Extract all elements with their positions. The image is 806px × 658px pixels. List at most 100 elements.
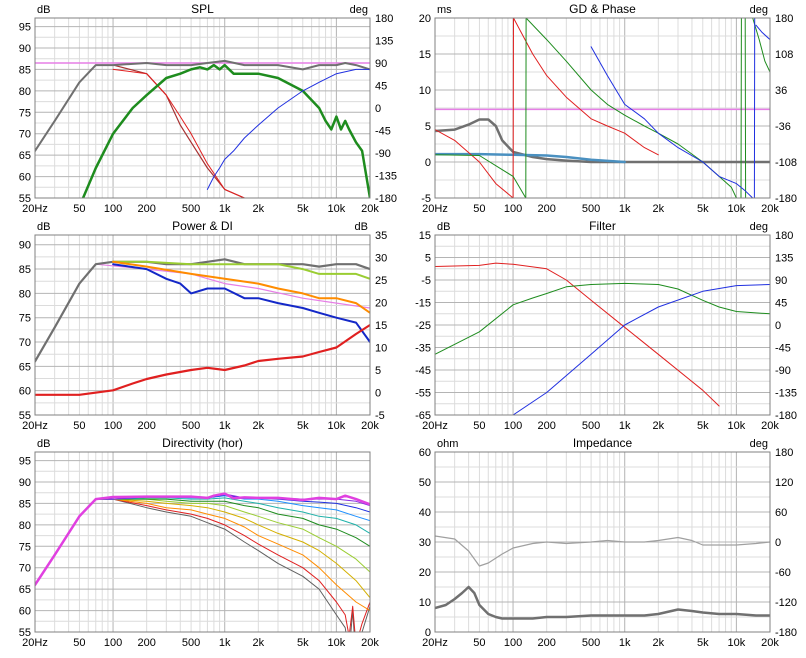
y2-tick-label: 30 [375, 253, 387, 265]
chart-directivity: Directivity (hor)dB95908580757065605520H… [19, 436, 380, 653]
x-tick-label: 5k [697, 420, 709, 432]
y-tick-label: -15 [415, 298, 431, 310]
series-line [35, 325, 370, 395]
y-tick-label: 0 [425, 157, 431, 169]
y-tick-label: 80 [19, 86, 31, 98]
y-tick-label: 10 [419, 597, 431, 609]
y-tick-label: 75 [19, 541, 31, 553]
x-tick-label: 20Hz [22, 203, 48, 215]
y-tick-label: 90 [19, 477, 31, 489]
y-tick-label: 80 [19, 288, 31, 300]
y-tick-label: -35 [415, 343, 431, 355]
y-tick-label: 75 [19, 107, 31, 119]
y-tick-label: 30 [419, 537, 431, 549]
chart-title: Directivity (hor) [162, 436, 243, 450]
chart-title: Filter [589, 219, 616, 233]
y-tick-label: 65 [19, 150, 31, 162]
x-tick-label: 10k [728, 420, 746, 432]
x-tick-label: 10k [328, 420, 346, 432]
x-tick-label: 5k [297, 637, 309, 649]
right-unit-label: deg [750, 221, 768, 233]
x-tick-label: 50 [73, 637, 85, 649]
y-tick-label: 60 [19, 386, 31, 398]
x-tick-label: 5k [297, 420, 309, 432]
y2-tick-label: 0 [775, 537, 781, 549]
x-tick-label: 500 [182, 637, 200, 649]
y2-tick-label: -108 [775, 157, 797, 169]
left-unit-label: dB [37, 4, 50, 16]
y-tick-label: 70 [19, 337, 31, 349]
x-tick-label: 50 [473, 420, 485, 432]
y2-tick-label: 45 [375, 81, 387, 93]
x-tick-label: 50 [473, 637, 485, 649]
chart-title: Impedance [573, 436, 633, 450]
x-tick-label: 1k [619, 203, 631, 215]
y2-tick-label: -36 [775, 121, 791, 133]
x-tick-label: 10k [728, 203, 746, 215]
y2-tick-label: 0 [375, 103, 381, 115]
x-tick-label: 100 [104, 637, 122, 649]
x-tick-label: 500 [582, 420, 600, 432]
y-tick-label: 10 [419, 85, 431, 97]
series-line [435, 263, 719, 406]
y-tick-label: 5 [425, 121, 431, 133]
x-tick-label: 100 [504, 637, 522, 649]
y2-tick-label: 10 [375, 343, 387, 355]
x-tick-label: 20k [361, 637, 379, 649]
y2-tick-label: 15 [375, 320, 387, 332]
y-tick-label: 50 [419, 477, 431, 489]
x-tick-label: 200 [537, 637, 555, 649]
x-tick-label: 2k [653, 203, 665, 215]
x-tick-label: 200 [137, 203, 155, 215]
right-unit-label: deg [350, 4, 368, 16]
series-line [435, 283, 770, 354]
plot-frame [35, 452, 370, 632]
y2-tick-label: 90 [775, 275, 787, 287]
x-tick-label: 20k [761, 637, 779, 649]
chart-title: Power & DI [172, 219, 233, 233]
series-line [35, 499, 370, 610]
y-tick-label: 90 [19, 240, 31, 252]
x-tick-label: 50 [73, 420, 85, 432]
y-tick-label: -55 [415, 388, 431, 400]
x-tick-label: 20k [761, 203, 779, 215]
y-tick-label: 15 [419, 230, 431, 242]
series-line [207, 69, 370, 189]
y2-tick-label: 180 [775, 447, 793, 459]
x-tick-label: 20Hz [422, 637, 448, 649]
x-tick-label: 500 [582, 637, 600, 649]
right-unit-label: deg [750, 4, 768, 16]
left-unit-label: dB [37, 438, 50, 450]
chart-title: GD & Phase [569, 2, 636, 16]
x-tick-label: 1k [219, 637, 231, 649]
y2-tick-label: -45 [375, 126, 391, 138]
y-tick-label: 20 [419, 567, 431, 579]
y-tick-label: -5 [421, 275, 431, 287]
y2-tick-label: 20 [375, 298, 387, 310]
y2-tick-label: -90 [775, 365, 791, 377]
y-tick-label: 20 [419, 13, 431, 25]
y-tick-label: 80 [19, 520, 31, 532]
x-tick-label: 50 [473, 203, 485, 215]
y-tick-label: 40 [419, 507, 431, 519]
series-group [435, 536, 770, 619]
series-line [113, 69, 258, 202]
x-tick-label: 50 [73, 203, 85, 215]
right-unit-label: dB [355, 221, 368, 233]
y-tick-label: 65 [19, 584, 31, 596]
x-tick-label: 200 [137, 637, 155, 649]
series-group [35, 259, 370, 395]
left-unit-label: ms [437, 4, 452, 16]
y-tick-label: 60 [19, 606, 31, 618]
y-tick-label: 85 [19, 264, 31, 276]
y-tick-label: 95 [19, 456, 31, 468]
x-tick-label: 10k [328, 203, 346, 215]
x-tick-label: 2k [253, 203, 265, 215]
right-unit-label: deg [750, 438, 768, 450]
y2-tick-label: 90 [375, 58, 387, 70]
y2-tick-label: 120 [775, 477, 793, 489]
x-tick-label: 100 [504, 420, 522, 432]
